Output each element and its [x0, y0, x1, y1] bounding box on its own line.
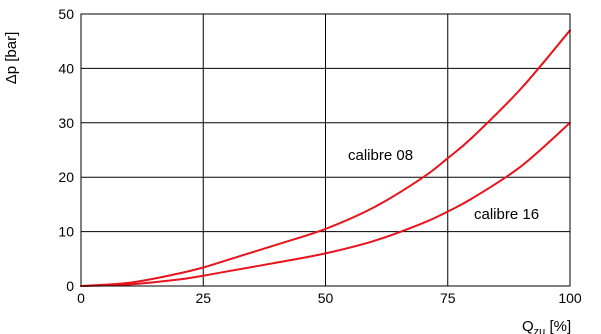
grid: [80, 13, 571, 287]
x-tick-label: 100: [558, 290, 582, 306]
y-axis-label: Δp [bar]: [3, 32, 20, 85]
x-tick-label: 0: [77, 290, 85, 306]
x-axis-label-sub: zu: [534, 326, 546, 334]
series-label-calibre-16: calibre 16: [474, 206, 539, 223]
x-tick-label: 25: [195, 290, 211, 306]
y-tick-label: 10: [58, 224, 74, 240]
series-line-calibre-16: [80, 121, 571, 287]
series-label-calibre-08: calibre 08: [348, 147, 413, 164]
series-lines: [80, 29, 571, 287]
x-axis-label: Qzu [%]: [522, 318, 571, 334]
x-axis-label-main: Q: [522, 318, 534, 334]
x-tick-label: 75: [440, 290, 456, 306]
series-line-calibre-08: [80, 29, 571, 287]
y-tick-label: 30: [58, 115, 74, 131]
y-tick-label: 40: [58, 60, 74, 76]
x-tick-label: 50: [318, 290, 334, 306]
y-tick-label: 0: [66, 278, 74, 294]
tick-labels: 0 25 50 75 100 0 10 20 30 40 50: [58, 6, 581, 306]
y-tick-label: 50: [58, 6, 74, 22]
plot-frame: [80, 13, 571, 287]
y-tick-label: 20: [58, 169, 74, 185]
x-axis-label-unit: [%]: [545, 318, 571, 334]
